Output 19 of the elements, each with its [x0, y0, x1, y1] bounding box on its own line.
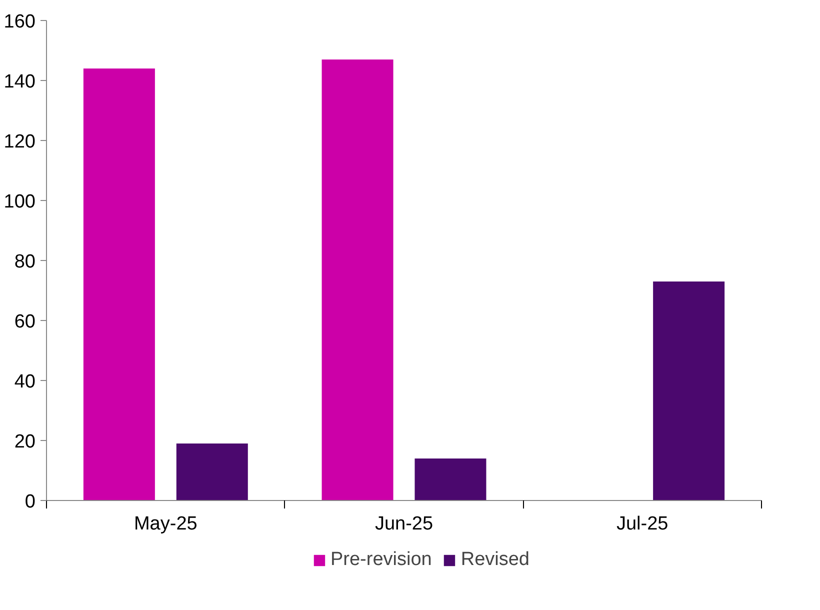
bar [83, 68, 155, 500]
legend-label: Pre-revision [330, 548, 432, 570]
y-tick-label: 60 [14, 312, 36, 332]
y-tick-label: 140 [4, 72, 36, 92]
y-tick-label: 80 [14, 252, 36, 272]
x-tick-label: May-25 [134, 514, 198, 534]
bar [414, 458, 486, 500]
y-tick-label: 160 [4, 12, 36, 32]
y-tick-label: 120 [4, 132, 36, 152]
x-tick-label: Jun-25 [374, 514, 434, 534]
bar [176, 444, 248, 500]
y-tick-label: 0 [24, 492, 36, 512]
y-tick-label: 20 [14, 432, 36, 452]
y-tick-label: 40 [14, 372, 36, 392]
bar [322, 60, 394, 500]
legend-label: Revised [460, 548, 530, 570]
x-tick-label: Jul-25 [616, 514, 668, 534]
bar [653, 282, 725, 500]
y-tick-label: 100 [4, 192, 36, 212]
